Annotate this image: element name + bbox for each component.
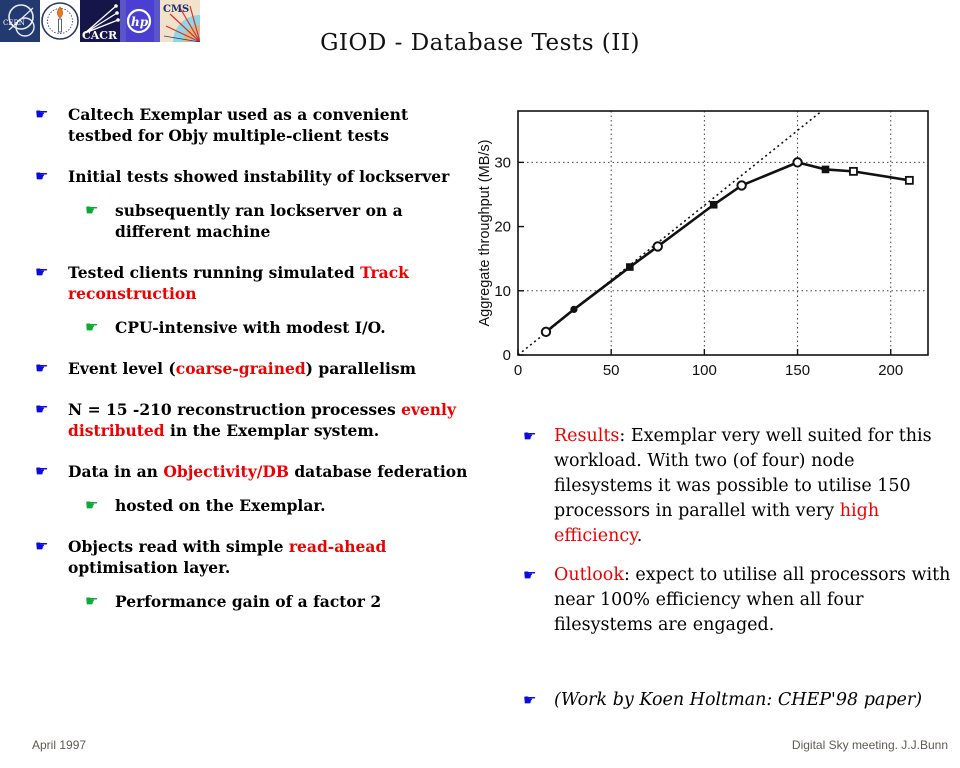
cern-logo: CERN (0, 0, 40, 42)
data-point-marker (904, 175, 914, 185)
bullet-item: ☛ subsequently ran lockserver on a differ… (85, 200, 473, 242)
x-tick-label: 0 (514, 362, 522, 379)
data-point-marker (626, 263, 634, 271)
footer-date: April 1997 (32, 738, 87, 752)
y-tick-label: 10 (494, 283, 511, 300)
svg-text:CERN: CERN (3, 19, 25, 27)
bullet-item: ☛ Caltech Exemplar used as a convenient t… (35, 104, 473, 146)
pointing-hand-icon: ☛ (35, 167, 49, 185)
pointing-hand-icon: ☛ (523, 566, 537, 584)
bullet-text: subsequently ran lockserver on a differe… (115, 201, 403, 241)
bullet-text: Outlook: expect to utilise all processor… (554, 565, 951, 635)
pointing-hand-icon: ☛ (35, 400, 49, 418)
pointing-hand-icon: ☛ (85, 318, 99, 336)
bullet-item: ☛ Event level (coarse-grained) parallelis… (35, 358, 473, 379)
bullet-text: CPU-intensive with modest I/O. (115, 318, 386, 337)
bullet-text: Tested clients running simulated Track r… (68, 263, 409, 303)
pointing-hand-icon: ☛ (35, 105, 49, 123)
bullet-item: ☛ CPU-intensive with modest I/O. (85, 317, 473, 338)
pointing-hand-icon: ☛ (35, 537, 49, 555)
pointing-hand-icon: ☛ (35, 263, 49, 281)
data-point-marker (792, 157, 803, 168)
right-bullet-list: ☛ Results: Exemplar very well suited for … (523, 424, 953, 713)
data-point-marker (849, 166, 858, 176)
caltech-seal-logo (40, 0, 80, 42)
chart-frame (517, 110, 929, 356)
x-tick-label: 200 (878, 362, 903, 379)
bullet-item: ☛ Performance gain of a factor 2 (85, 591, 473, 612)
x-tick-label: 150 (785, 362, 810, 379)
pointing-hand-icon: ☛ (35, 359, 49, 377)
bullet-text: Initial tests showed instability of lock… (68, 167, 450, 186)
footer-credit: Digital Sky meeting. J.J.Bunn (791, 738, 948, 752)
svg-text:CACR: CACR (82, 29, 118, 42)
bullet-item: ☛ Tested clients running simulated Track … (35, 262, 473, 304)
y-tick-label: 30 (494, 154, 511, 171)
cacr-logo: CACR (80, 0, 120, 42)
y-axis-label: Aggregate throughput (MB/s) (477, 140, 493, 327)
pointing-hand-icon: ☛ (523, 691, 537, 709)
bullet-text: Objects read with simple read-ahead opti… (68, 537, 387, 577)
bullet-text: Event level (coarse-grained) parallelism (68, 359, 417, 378)
slide-footer: April 1997 Digital Sky meeting. J.J.Bunn (0, 738, 960, 754)
pointing-hand-icon: ☛ (85, 496, 99, 514)
data-point-marker (709, 200, 718, 209)
pointing-hand-icon: ☛ (85, 592, 99, 610)
bullet-item: ☛ (Work by Koen Holtman: CHEP'98 paper) (523, 688, 953, 713)
bullet-text: hosted on the Exemplar. (115, 496, 326, 515)
left-bullet-list: ☛ Caltech Exemplar used as a convenient t… (35, 104, 473, 612)
x-tick-label: 100 (692, 362, 717, 379)
bullet-item: ☛ N = 15 -210 reconstruction processes ev… (35, 399, 473, 441)
bullet-item: ☛ Results: Exemplar very well suited for … (523, 424, 953, 549)
data-point-marker (540, 326, 552, 338)
data-series-measured-throughput (545, 161, 910, 333)
bullet-text: Data in an Objectivity/DB database feder… (68, 462, 468, 481)
y-tick-label: 0 (503, 347, 511, 364)
throughput-chart: 0 50 100 150 200 0 10 20 30 Aggregate throughput … (473, 88, 960, 390)
pointing-hand-icon: ☛ (35, 462, 49, 480)
slide-title: GIOD - Database Tests (II) (320, 30, 640, 56)
data-point-marker (821, 165, 830, 174)
bullet-item: ☛ Objects read with simple read-ahead opt… (35, 536, 473, 578)
bullet-text: Performance gain of a factor 2 (115, 592, 382, 611)
bullet-item: ☛ hosted on the Exemplar. (85, 495, 473, 516)
pointing-hand-icon: ☛ (85, 201, 99, 219)
svg-text:hp: hp (131, 15, 149, 29)
data-point-marker (570, 305, 578, 314)
data-point-marker (652, 241, 663, 252)
bullet-item: ☛ Data in an Objectivity/DB database fede… (35, 461, 473, 482)
svg-text:CMS: CMS (163, 4, 189, 15)
bullet-text: N = 15 -210 reconstruction processes eve… (68, 400, 456, 440)
bullet-text: Caltech Exemplar used as a convenient te… (68, 105, 409, 145)
bullet-item: ☛ Initial tests showed instability of loc… (35, 166, 473, 187)
pointing-hand-icon: ☛ (523, 427, 537, 445)
x-tick-label: 50 (603, 362, 620, 379)
bullet-text: (Work by Koen Holtman: CHEP'98 paper) (554, 690, 923, 710)
hp-logo: hp (120, 0, 160, 42)
y-tick-label: 20 (494, 219, 511, 236)
bullet-item: ☛ Outlook: expect to utilise all processo… (523, 563, 953, 638)
data-point-marker (736, 180, 747, 191)
bullet-text: Results: Exemplar very well suited for t… (554, 426, 932, 546)
